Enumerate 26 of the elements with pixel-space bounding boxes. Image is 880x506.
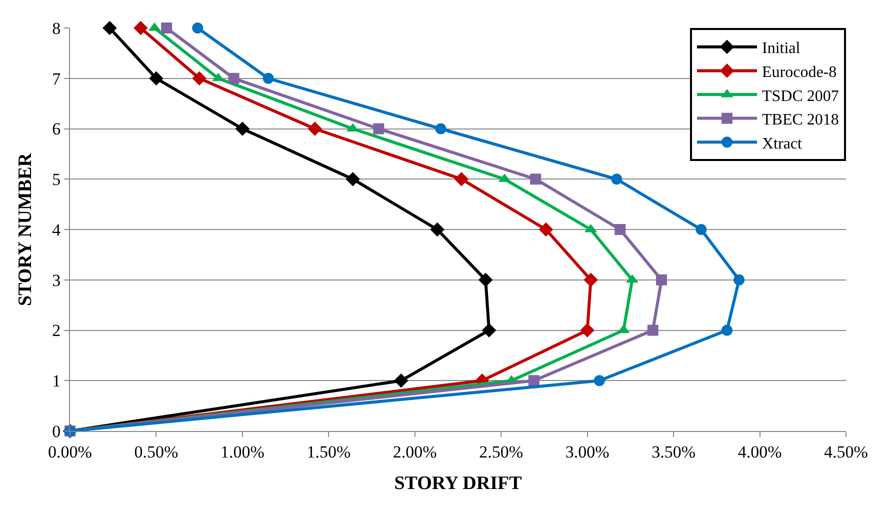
x-tick-label: 4.50% [824,442,868,462]
x-tick-label: 2.50% [479,442,524,462]
x-tick-label: 0.50% [134,442,178,462]
y-tick-label: 2 [52,321,61,340]
y-tick-label: 8 [52,18,61,38]
x-tick-label: 3.00% [565,442,610,462]
legend-label: TSDC 2007 [762,88,839,105]
legend-label: Xtract [762,135,803,152]
x-tick-label: 4.00% [738,442,782,462]
y-tick-label: 6 [52,120,61,139]
x-tick-label: 0.00% [48,442,92,462]
x-tick-label: 2.00% [392,442,437,462]
x-axis-title: STORY DRIFT [394,473,522,494]
legend-label: Eurocode-8 [762,64,837,81]
y-axis-title: STORY NUMBER [14,152,36,306]
y-tick-label: 3 [52,270,61,290]
x-tick-label: 1.50% [306,442,351,462]
x-tick-label: 1.00% [220,442,264,462]
legend-label: TBEC 2018 [762,112,839,129]
x-tick-label: 3.50% [652,442,696,462]
y-tick-label: 7 [52,69,62,88]
legend-label: Initial [762,40,801,58]
y-tick-label: 4 [52,220,62,240]
y-tick-label: 5 [52,170,61,190]
y-tick-label: 0 [52,422,61,441]
y-tick-label: 1 [52,372,61,391]
